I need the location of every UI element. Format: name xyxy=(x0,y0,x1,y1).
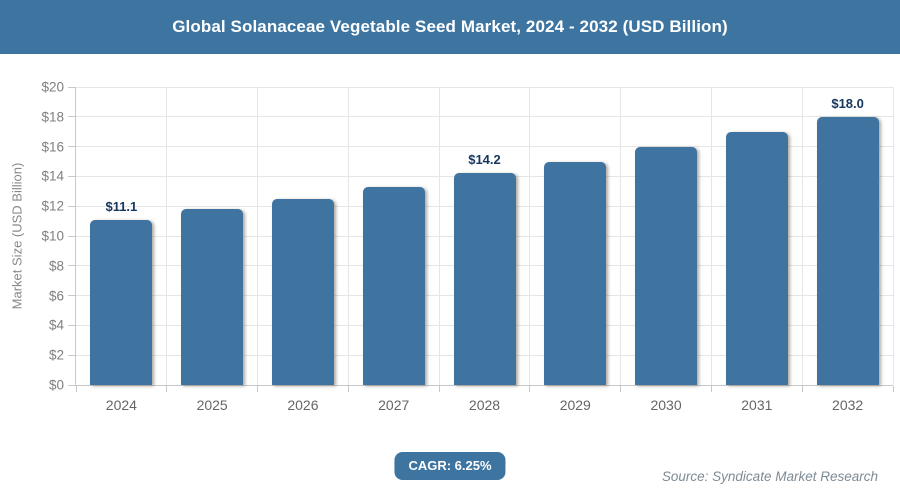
bar-value-label-2028: $14.2 xyxy=(468,152,501,168)
x-axis-tick xyxy=(710,386,712,392)
cagr-badge: CAGR: 6.25% xyxy=(394,452,506,480)
chart-title: Global Solanaceae Vegetable Seed Market,… xyxy=(172,17,728,36)
y-axis-tick xyxy=(68,86,75,88)
bar-2026 xyxy=(271,198,334,385)
bar-2030 xyxy=(635,146,698,385)
y-axis-tick xyxy=(68,235,75,237)
x-axis-tick xyxy=(257,386,259,392)
x-axis-tick xyxy=(529,386,531,392)
y-tick-label: $0 xyxy=(48,377,64,393)
y-axis-tick xyxy=(68,146,75,148)
v-gridline xyxy=(438,87,440,385)
x-axis-tick xyxy=(438,386,440,392)
bar-2031 xyxy=(725,131,788,385)
x-tick-label-2026: 2026 xyxy=(287,397,319,413)
x-tick-label-2028: 2028 xyxy=(468,397,501,413)
v-gridline xyxy=(257,87,259,385)
y-tick-label: $18 xyxy=(41,109,64,125)
y-axis-tick xyxy=(68,116,75,118)
y-axis-tick xyxy=(68,295,75,297)
y-axis-tick xyxy=(68,384,75,386)
y-axis-tick xyxy=(68,265,75,267)
x-tick-label-2031: 2031 xyxy=(741,397,773,413)
x-axis-tick xyxy=(892,386,894,392)
bar-2024 xyxy=(90,219,153,385)
x-axis-tick xyxy=(801,386,803,392)
bar-2032 xyxy=(816,116,879,385)
v-gridline xyxy=(347,87,349,385)
y-tick-label: $12 xyxy=(41,198,64,214)
y-tick-label: $20 xyxy=(41,79,64,95)
v-gridline xyxy=(892,87,894,385)
y-axis-tick xyxy=(68,175,75,177)
y-axis-title: Market Size (USD Billion) xyxy=(9,162,25,310)
v-gridline xyxy=(710,87,712,385)
v-gridline xyxy=(529,87,531,385)
y-tick-label: $10 xyxy=(41,228,64,244)
bar-2027 xyxy=(362,186,425,385)
source-note: Source: Syndicate Market Research xyxy=(661,469,878,484)
y-axis-tick xyxy=(68,205,75,207)
bar-value-label-2032: $18.0 xyxy=(831,95,864,111)
plot-area: $0 $2 $4 $6 $8 $10 $12 $14 $16 $18 $20 2024 $11.1 202… xyxy=(41,80,894,413)
y-tick-label: $8 xyxy=(48,258,64,274)
v-gridline xyxy=(620,87,622,385)
bar-2028 xyxy=(453,173,516,385)
bar-value-label-2024: $11.1 xyxy=(105,198,138,214)
chart-title-bar: Global Solanaceae Vegetable Seed Market,… xyxy=(0,0,900,54)
bar-2025 xyxy=(181,209,244,385)
h-gridline xyxy=(76,116,893,118)
x-tick-label-2032: 2032 xyxy=(832,397,864,413)
x-axis-tick xyxy=(620,386,622,392)
v-gridline xyxy=(801,87,803,385)
x-tick-label-2030: 2030 xyxy=(650,397,682,413)
x-tick-label-2029: 2029 xyxy=(559,397,591,413)
h-gridline xyxy=(76,146,893,148)
y-tick-label: $6 xyxy=(48,288,64,304)
y-axis-tick xyxy=(68,324,75,326)
h-gridline xyxy=(76,86,893,88)
bar-2029 xyxy=(544,161,607,385)
y-tick-label: $4 xyxy=(48,317,64,333)
y-axis-tick xyxy=(68,354,75,356)
x-axis-tick xyxy=(75,386,77,392)
y-tick-label: $2 xyxy=(48,347,64,363)
x-axis-tick xyxy=(166,386,168,392)
x-tick-label-2027: 2027 xyxy=(378,397,410,413)
x-tick-label-2024: 2024 xyxy=(105,397,137,413)
y-tick-label: $14 xyxy=(41,168,64,184)
x-axis-tick xyxy=(347,386,349,392)
y-tick-label: $16 xyxy=(41,139,64,155)
x-tick-label-2025: 2025 xyxy=(196,397,228,413)
v-gridline xyxy=(166,87,168,385)
